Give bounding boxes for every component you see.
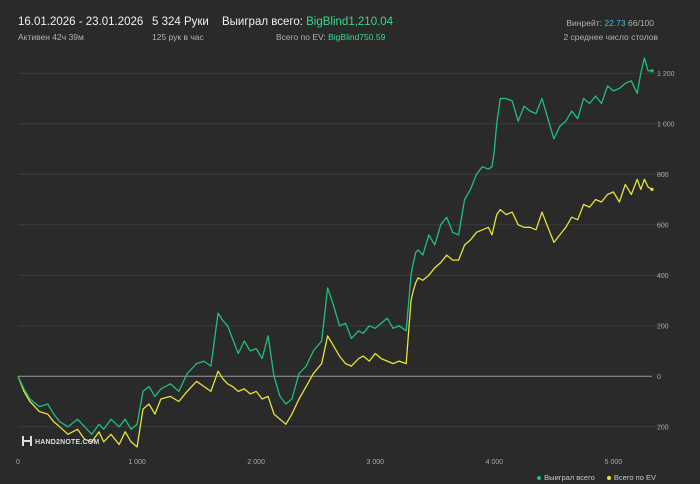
legend-won-label: Выиграл всего [544, 473, 595, 482]
date-range[interactable]: 16.01.2026 - 23.01.2026 [18, 16, 144, 28]
legend-item-ev[interactable]: Всего по EV [597, 473, 656, 482]
legend-item-won[interactable]: Выиграл всего [527, 473, 595, 482]
avg-tables: 2 среднее число столов [563, 32, 658, 42]
hand2note-logo: HAND2NOTE.COM [22, 436, 99, 448]
winrate-label: Винрейт: [566, 18, 602, 28]
series-end-point-ev [650, 187, 654, 191]
hands-per-hour: 125 рук в час [152, 32, 204, 42]
won-total: Выиграл всего: BigBlind1,210.04 [222, 16, 393, 28]
series-line-ev [17, 178, 653, 448]
legend-won-dot [537, 475, 542, 480]
series-end-point-won [650, 69, 654, 73]
x-tick-label: 4 000 [486, 459, 504, 466]
y-tick-label: 200 [657, 323, 669, 330]
ev-total: Всего по EV: BigBlind750.59 [276, 32, 385, 42]
y-tick-label: 1 000 [657, 121, 675, 128]
y-tick-label: 400 [657, 273, 669, 280]
y-tick-label: 0 [657, 374, 661, 381]
legend-ev-dot [606, 475, 611, 480]
stats-header: 16.01.2026 - 23.01.2026 Активен 42ч 39м … [0, 0, 700, 48]
x-tick-label: 3 000 [366, 459, 384, 466]
y-tick-label: 600 [657, 222, 669, 229]
y-tick-label: 800 [657, 172, 669, 179]
series-line-won [17, 57, 652, 435]
chart-legend: Выиграл всего Всего по EV [527, 473, 656, 482]
logo-text: HAND2NOTE.COM [35, 438, 100, 446]
winrate-value: 22.73 [604, 18, 626, 28]
x-tick-label: 5 000 [605, 459, 623, 466]
ev-total-value: BigBlind750.59 [328, 32, 386, 42]
won-total-label: Выиграл всего: [222, 16, 303, 28]
x-tick-label: 1 000 [128, 459, 146, 466]
won-total-value: BigBlind1,210.04 [306, 16, 394, 28]
hands-count: 5 324 Руки [152, 16, 209, 28]
x-tick-label: 2 000 [247, 459, 265, 466]
active-time: Активен 42ч 39м [18, 32, 84, 42]
legend-ev-label: Всего по EV [613, 473, 656, 482]
ev-total-label: Всего по EV: [276, 32, 326, 42]
winrate-unit: 66/100 [628, 18, 654, 28]
x-tick-label: 0 [16, 459, 20, 466]
logo-icon [22, 436, 32, 448]
y-tick-label: 200 [657, 424, 669, 431]
winrate: Винрейт: 22.73 66/100 [566, 18, 654, 28]
y-tick-label: 1 200 [657, 71, 675, 78]
